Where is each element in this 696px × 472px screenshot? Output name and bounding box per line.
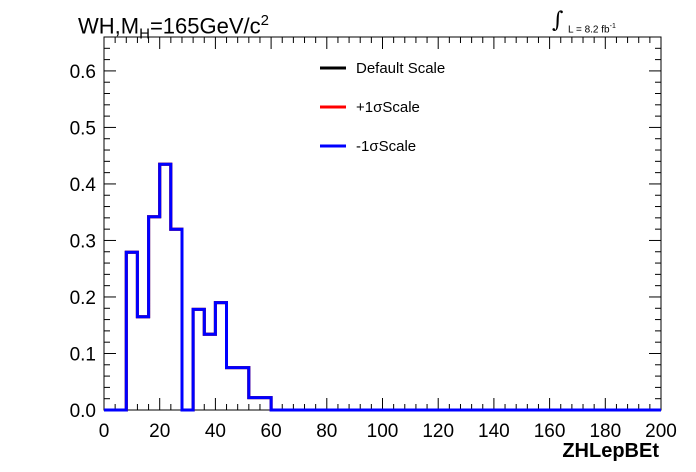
x-tick-label: 20	[149, 421, 170, 442]
y-tick-label: 0.0	[70, 401, 96, 422]
x-tick-label: 160	[534, 421, 566, 442]
y-tick-label: 0.2	[70, 288, 96, 309]
legend-label: -1σScale	[356, 138, 416, 155]
x-tick-label: 180	[589, 421, 621, 442]
legend-label: Default Scale	[356, 60, 445, 77]
x-tick-label: 120	[422, 421, 454, 442]
integral-symbol: ∫	[552, 8, 564, 33]
x-axis: 0 20 40 60 80 100 120 140 160 180 200	[99, 37, 677, 442]
legend-label: +1σScale	[356, 99, 420, 116]
y-tick-label: 0.6	[70, 62, 96, 83]
luminosity-exponent: -1	[609, 23, 616, 30]
plot-frame	[103, 36, 662, 411]
x-tick-label: 40	[205, 421, 226, 442]
legend: Default Scale +1σScale -1σScale	[320, 60, 445, 155]
x-tick-label: 80	[316, 421, 337, 442]
x-tick-label: 100	[367, 421, 399, 442]
x-tick-label: 0	[99, 421, 110, 442]
y-tick-label: 0.1	[70, 344, 96, 365]
x-tick-label: 60	[261, 421, 282, 442]
x-tick-label: 200	[645, 421, 677, 442]
x-axis-title: ZHLepBEt	[562, 440, 659, 462]
series-layer	[104, 162, 661, 412]
series-line-2	[104, 162, 661, 412]
x-tick-label: 140	[478, 421, 510, 442]
y-tick-label: 0.5	[70, 118, 96, 139]
y-tick-label: 0.4	[70, 175, 97, 196]
y-tick-label: 0.3	[70, 231, 96, 252]
chart-title: WH,MH=165GeV/c2	[78, 12, 269, 43]
series-line-0	[104, 162, 661, 412]
series-line-1	[104, 162, 661, 412]
luminosity-text: L = 8.2 fb	[568, 24, 610, 36]
y-axis: 0.0 0.1 0.2 0.3 0.4 0.5 0.6	[70, 36, 661, 422]
